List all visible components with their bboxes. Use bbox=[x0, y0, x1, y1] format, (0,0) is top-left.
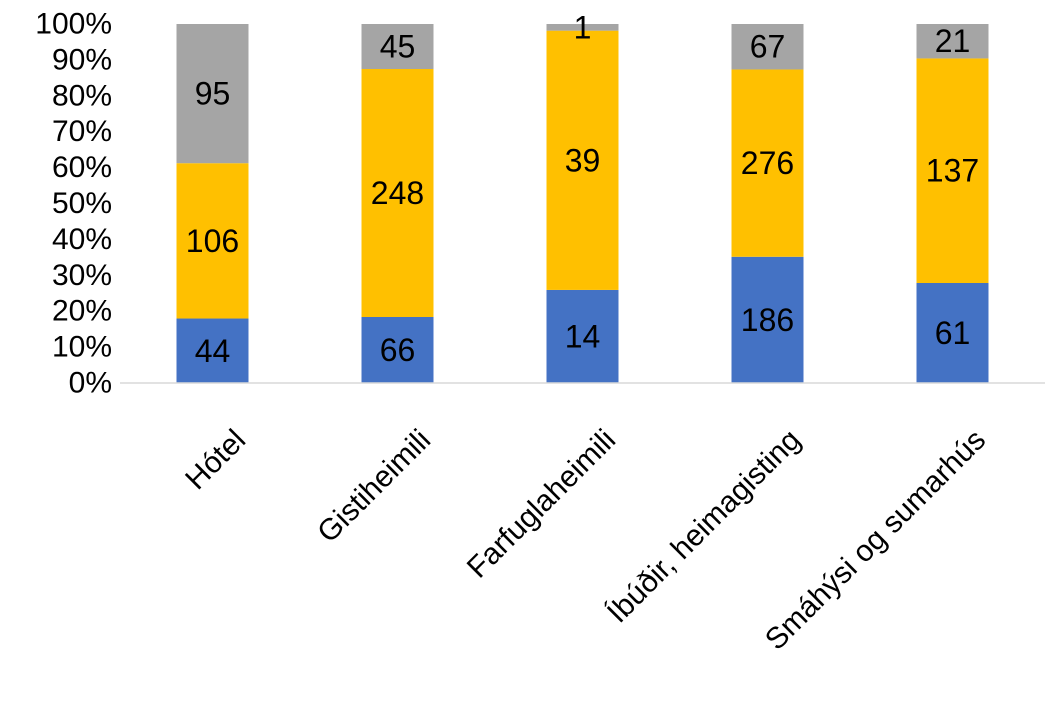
y-tick-label: 30% bbox=[52, 259, 112, 292]
x-category-label: Hótel bbox=[179, 423, 252, 496]
data-label: 44 bbox=[195, 333, 231, 369]
y-tick-label: 0% bbox=[69, 367, 112, 400]
y-tick-label: 40% bbox=[52, 223, 112, 256]
bar-segment bbox=[176, 318, 249, 383]
data-label: 61 bbox=[935, 315, 971, 351]
bar-segment bbox=[361, 24, 434, 69]
bar-segment bbox=[176, 163, 249, 319]
y-tick-label: 70% bbox=[52, 115, 112, 148]
bar-segment bbox=[916, 58, 989, 284]
y-tick-label: 10% bbox=[52, 331, 112, 364]
bar-segment bbox=[361, 69, 434, 317]
bar-segment bbox=[916, 283, 989, 383]
y-tick-label: 90% bbox=[52, 43, 112, 76]
bars bbox=[176, 24, 989, 383]
data-label: 45 bbox=[380, 29, 416, 65]
bar-segment bbox=[731, 24, 804, 70]
data-label: 186 bbox=[741, 302, 794, 338]
data-label: 276 bbox=[741, 145, 794, 181]
y-tick-label: 60% bbox=[52, 151, 112, 184]
x-category-label: Íbúðir, heimagisting bbox=[601, 423, 807, 629]
y-tick-label: 80% bbox=[52, 79, 112, 112]
data-label: 21 bbox=[935, 23, 971, 59]
data-label: 1 bbox=[574, 9, 592, 45]
data-label: 14 bbox=[565, 318, 601, 354]
bar-segment bbox=[546, 30, 619, 290]
x-axis: Hótel Gistiheimili FarfuglaheimiliÍbúðir, … bbox=[120, 382, 1045, 657]
x-category-label: Farfuglaheimili bbox=[461, 423, 622, 584]
data-label: 67 bbox=[750, 29, 786, 65]
y-tick-label: 100% bbox=[35, 8, 112, 41]
data-labels: 44 106 95 66 248 45 14 39 1 186 276 67 61 137 21 bbox=[186, 9, 979, 368]
bar-segment bbox=[731, 69, 804, 257]
bar-segment bbox=[361, 317, 434, 383]
y-axis: 0%10%20%30%40%50%60%70%80%90%100% bbox=[35, 8, 112, 400]
bar-segment bbox=[731, 256, 804, 383]
data-label: 95 bbox=[195, 76, 231, 112]
data-label: 66 bbox=[380, 332, 416, 368]
y-tick-label: 50% bbox=[52, 187, 112, 220]
data-label: 137 bbox=[926, 153, 979, 189]
bar-segment bbox=[546, 289, 619, 383]
y-tick-label: 20% bbox=[52, 295, 112, 328]
data-label: 248 bbox=[371, 175, 424, 211]
bar-segment bbox=[916, 24, 989, 59]
bar-segment bbox=[546, 24, 619, 31]
data-label: 39 bbox=[565, 142, 601, 178]
x-category-label: Gistiheimili bbox=[311, 423, 437, 549]
data-label: 106 bbox=[186, 223, 239, 259]
bar-segment bbox=[176, 24, 249, 164]
